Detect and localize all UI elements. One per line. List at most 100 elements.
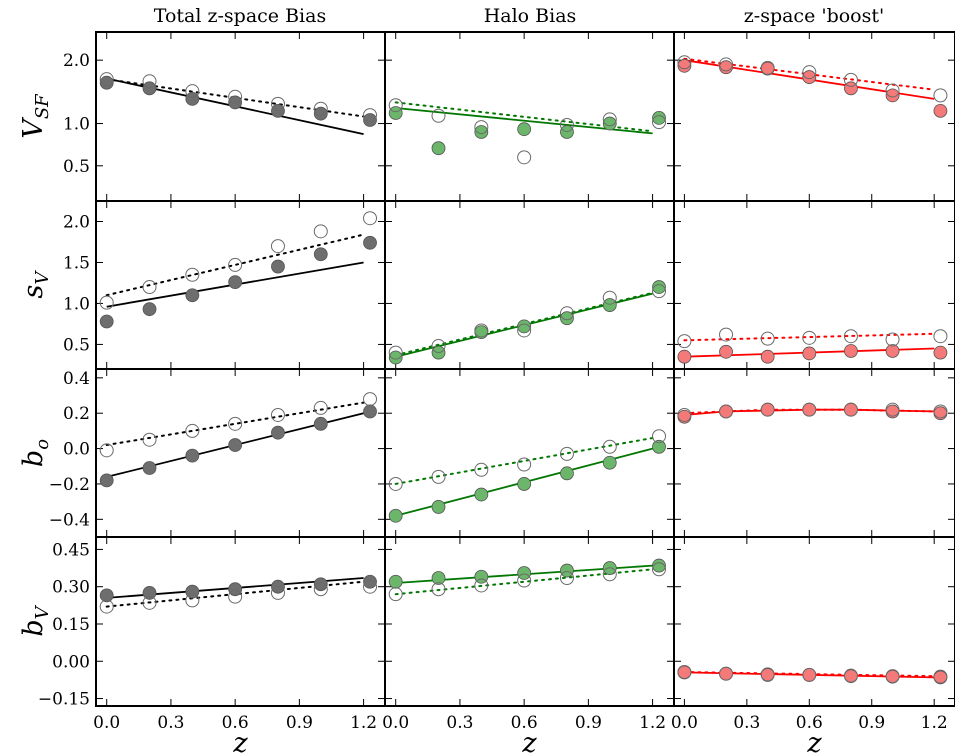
panel-frame <box>95 536 386 707</box>
y-tick-label: 1.0 <box>63 115 90 135</box>
data-point-open <box>388 98 403 113</box>
data-point-open <box>885 669 900 684</box>
data-point-filled <box>99 588 114 603</box>
x-tick-label: 0.3 <box>157 713 184 733</box>
data-point-open <box>270 96 285 111</box>
y-axis-label-subscript: V <box>32 270 53 285</box>
data-point-open <box>802 330 817 345</box>
data-point-open <box>843 329 858 344</box>
data-point-open <box>142 595 157 610</box>
data-point-open <box>270 585 285 600</box>
panel-frame <box>673 368 955 538</box>
data-point-open <box>363 392 378 407</box>
data-point-filled <box>99 473 114 488</box>
col-title-0: Total z-space Bias <box>154 5 326 27</box>
y-tick-label: 0.00 <box>52 652 90 672</box>
y-tick-label: −0.4 <box>49 510 90 530</box>
data-point-open <box>363 579 378 594</box>
data-point-filled <box>474 487 489 502</box>
y-axis-label-main: s <box>18 285 49 299</box>
x-tick-label: 0.6 <box>796 713 823 733</box>
data-point-open <box>760 402 775 417</box>
y-tick-label: 0.5 <box>63 157 90 177</box>
data-point-open <box>652 284 667 299</box>
data-point-filled <box>652 558 666 573</box>
data-point-filled <box>271 425 285 440</box>
y-tick-label: 0.30 <box>52 578 90 598</box>
data-point-open <box>142 432 157 447</box>
data-point-filled <box>228 275 243 290</box>
data-point-open <box>559 117 574 132</box>
data-point-filled <box>142 461 157 475</box>
col-title-2: z-space 'boost' <box>744 5 884 27</box>
data-point-open <box>388 476 403 491</box>
y-tick-label: 0.2 <box>63 404 90 424</box>
data-point-filled <box>719 60 733 75</box>
panel-r2-c0: −0.4 −0.2 0.0 0.2 0.4 <box>49 368 386 538</box>
y-axis-label-main: b <box>18 450 49 467</box>
data-point-filled <box>677 58 692 73</box>
data-point-open <box>885 332 900 347</box>
data-point-filled <box>142 302 157 317</box>
col-title-1: Halo Bias <box>484 5 577 27</box>
y-axis-label-main: b <box>18 619 49 636</box>
data-point-open <box>363 211 378 226</box>
y-tick-label: 0.4 <box>63 369 90 389</box>
data-point-filled <box>142 81 157 96</box>
y-tick-label: 0.45 <box>52 540 90 560</box>
data-point-filled <box>560 466 574 481</box>
y-axis-label: sV <box>18 270 53 299</box>
data-point-open <box>363 108 378 123</box>
data-point-filled <box>363 113 377 127</box>
data-point-filled <box>228 95 243 110</box>
data-point-filled <box>844 81 858 96</box>
data-point-open <box>760 667 775 682</box>
x-tick-label: 1.2 <box>350 713 377 733</box>
data-point-filled <box>517 566 532 580</box>
data-point-open <box>602 439 617 454</box>
data-point-filled <box>185 448 200 463</box>
data-point-filled <box>652 111 666 125</box>
data-point-open <box>185 423 200 438</box>
panel-r3-c0: −0.15 0.00 0.15 0.30 0.45 0.0 0.3 0.6 0.9 1.2 <box>38 536 386 733</box>
data-point-filled <box>844 344 858 358</box>
data-point-filled <box>602 298 617 312</box>
y-axis-label: bV <box>18 604 53 636</box>
data-point-filled <box>99 75 114 90</box>
x-tick-label: 0.6 <box>511 713 538 733</box>
data-point-open <box>474 578 489 593</box>
x-tick-label: 0.3 <box>446 713 473 733</box>
x-tick-label: 0.0 <box>671 713 698 733</box>
panel-r0-c2 <box>673 31 955 202</box>
data-point-open <box>388 345 403 360</box>
x-tick-label: 0.6 <box>222 713 249 733</box>
data-point-filled <box>431 500 446 514</box>
data-point-filled <box>933 103 948 118</box>
data-point-open <box>313 582 328 597</box>
data-point-open <box>677 407 692 422</box>
data-point-open <box>885 402 900 417</box>
x-tick-label: 0.0 <box>93 713 120 733</box>
fit-line-open <box>683 332 936 342</box>
data-point-filled <box>517 319 532 334</box>
data-point-open <box>719 327 734 342</box>
y-axis-label: VSF <box>18 93 53 139</box>
column-titles: Total z-space Bias Halo Bias z-space 'bo… <box>154 5 884 27</box>
data-point-filled <box>431 571 446 585</box>
x-tick-label: 0.0 <box>382 713 409 733</box>
x-tick-label: 0.9 <box>286 713 313 733</box>
data-point-open <box>719 57 734 72</box>
data-point-filled <box>185 288 200 303</box>
data-point-open <box>228 416 243 431</box>
data-point-open <box>517 323 532 338</box>
data-point-filled <box>517 122 532 137</box>
data-point-open <box>517 457 532 472</box>
y-axis-label: bo <box>18 439 53 467</box>
panel-frame <box>673 200 955 370</box>
data-point-filled <box>602 116 617 131</box>
data-point-open <box>388 587 403 602</box>
x-tick-label: 0.9 <box>575 713 602 733</box>
data-point-filled <box>228 582 243 597</box>
data-point-open <box>933 669 948 684</box>
